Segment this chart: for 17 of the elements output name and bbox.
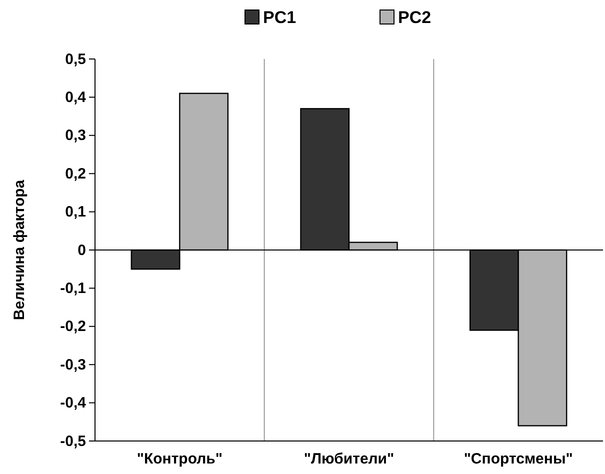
y-tick-label: 0,3 (65, 127, 86, 144)
y-tick-label: -0,2 (60, 318, 86, 336)
y-tick-label: -0,5 (60, 432, 86, 450)
y-tick-label: -0,3 (60, 356, 86, 374)
y-tick-label: 0 (78, 242, 86, 259)
y-axis-title: Величина фактора (11, 179, 28, 320)
y-tick-label: -0,4 (60, 394, 87, 412)
y-tick-label: 0,5 (65, 50, 86, 68)
x-tick-label: "Спортсмены" (464, 450, 573, 468)
y-tick-label: -0,1 (60, 280, 86, 297)
x-tick-label: "Любители" (304, 450, 394, 468)
legend-label: PC1 (263, 8, 296, 27)
y-tick-label: 0,4 (65, 89, 87, 106)
legend-label: PC2 (398, 8, 432, 27)
x-tick-label: "Контроль" (136, 450, 222, 468)
y-tick-label: 0,1 (65, 204, 86, 221)
y-tick-label: 0,2 (65, 165, 86, 182)
